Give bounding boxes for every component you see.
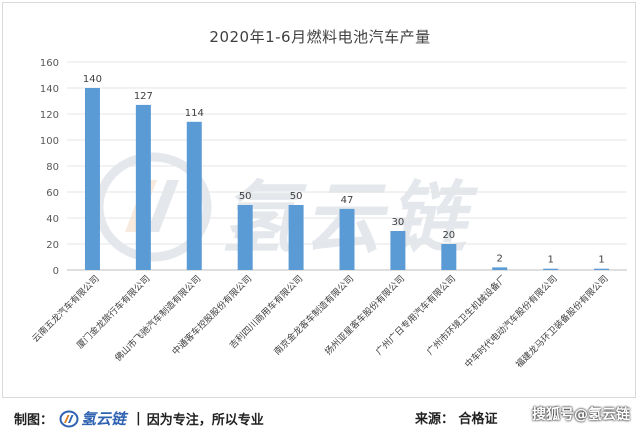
footer-separator: | — [136, 411, 141, 426]
data-label: 114 — [185, 108, 204, 119]
y-tick-label: 80 — [46, 162, 59, 173]
data-label: 140 — [83, 74, 102, 85]
footer-overlay-text: 搜狐号@氢云链 — [532, 407, 630, 423]
data-label: 47 — [341, 195, 354, 206]
y-tick-label: 160 — [40, 58, 59, 69]
x-tick-label: 南京金龙客车制造有限公司 — [271, 273, 356, 358]
y-tick-label: 40 — [46, 214, 59, 225]
data-label: 30 — [392, 217, 405, 228]
y-tick-label: 120 — [40, 110, 59, 121]
bar — [186, 121, 202, 270]
bar — [390, 231, 406, 270]
x-tick-label: 扬州亚星客车股份有限公司 — [322, 273, 407, 358]
chart-frame — [2, 2, 636, 398]
brand-logo-icon: 氢云链 — [59, 408, 126, 429]
data-label: 1 — [547, 255, 553, 266]
data-labels: 140 127 114 50 50 47 30 20 2 1 1 — [83, 74, 605, 266]
x-axis: 云南五龙汽车有限公司厦门金龙旅行车有限公司佛山市飞驰汽车制造有限公司中通客车控股… — [29, 273, 610, 371]
y-axis: 0 20 40 60 80 100 120 140 160 — [40, 58, 59, 277]
x-tick-label: 广州市环境卫生机械设备厂 — [424, 273, 509, 358]
data-label: 2 — [497, 253, 503, 264]
footer: 制图： 氢云链 | 因为专注，所以专业 来源： 合格证 — [0, 402, 640, 432]
footer-source: 来源： 合格证 — [415, 408, 498, 427]
bar — [441, 244, 457, 270]
y-tick-label: 140 — [40, 84, 59, 95]
footer-source-label: 来源： — [415, 412, 455, 427]
data-label: 20 — [442, 230, 455, 241]
bars — [84, 88, 610, 271]
x-tick-label: 佛山市飞驰汽车制造有限公司 — [112, 273, 203, 364]
x-tick-label: 福建龙马环卫装备股份有限公司 — [513, 273, 611, 371]
footer-left-label: 制图： — [14, 413, 54, 428]
bar — [237, 205, 253, 270]
data-label: 50 — [239, 191, 252, 202]
bar — [594, 268, 610, 270]
y-tick-label: 100 — [40, 136, 59, 147]
footer-brand: 氢云链 — [81, 410, 127, 428]
y-tick-label: 60 — [46, 188, 59, 199]
x-tick-label: 中通客车控股股份有限公司 — [169, 273, 254, 358]
x-tick-label: 中车时代电动汽车股份有限公司 — [462, 273, 560, 371]
x-tick-label: 广州广日专用汽车有限公司 — [373, 273, 458, 358]
bar — [288, 205, 304, 270]
data-label: 127 — [134, 91, 153, 102]
footer-credit: 制图： 氢云链 | 因为专注，所以专业 — [14, 408, 264, 429]
bar — [492, 267, 508, 270]
bar — [84, 88, 100, 270]
chart-title: 2020年1-6月燃料电池汽车产量 — [209, 28, 431, 46]
bar — [339, 208, 355, 270]
footer-slogan: 因为专注，所以专业 — [146, 413, 264, 428]
y-tick-label: 20 — [46, 240, 59, 251]
data-label: 1 — [598, 255, 604, 266]
footer-source-value: 合格证 — [458, 412, 498, 427]
y-tick-label: 0 — [53, 266, 59, 277]
bar — [543, 268, 559, 270]
bar — [135, 104, 151, 271]
data-label: 50 — [290, 191, 303, 202]
